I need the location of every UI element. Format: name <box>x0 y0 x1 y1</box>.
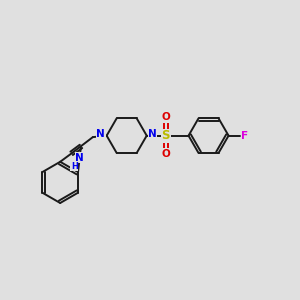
Text: N: N <box>75 153 84 163</box>
Text: N: N <box>96 129 105 139</box>
Text: N: N <box>148 129 157 139</box>
Text: S: S <box>162 129 170 142</box>
Text: F: F <box>242 131 249 141</box>
Text: O: O <box>161 112 170 122</box>
Text: O: O <box>161 149 170 159</box>
Text: H: H <box>71 162 78 171</box>
